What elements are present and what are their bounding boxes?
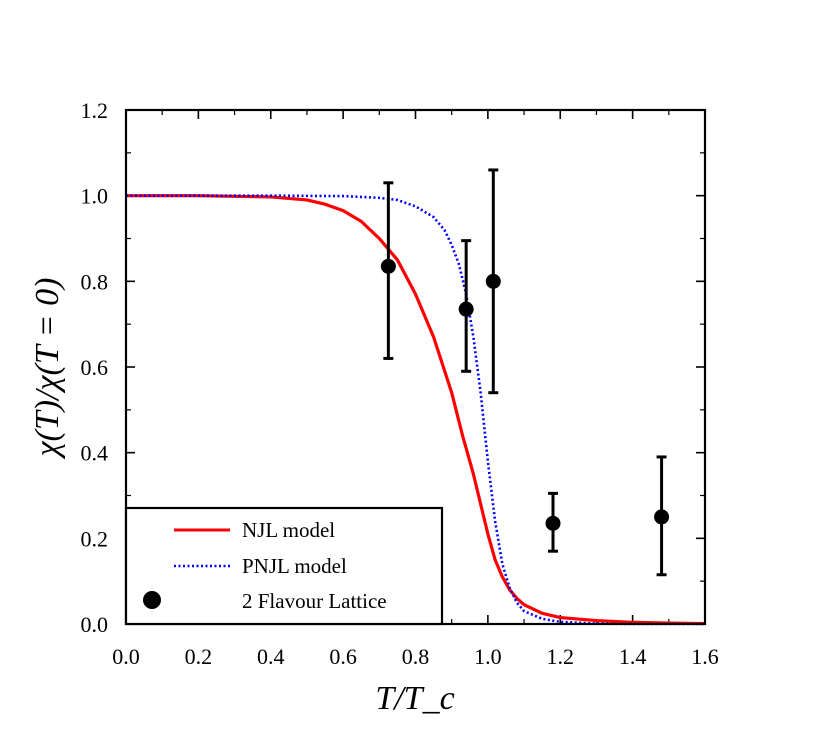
x-tick-label: 1.6 — [691, 644, 719, 669]
data-marker — [485, 273, 501, 289]
y-tick-label: 1.0 — [81, 184, 109, 209]
x-tick-label: 0.8 — [402, 644, 430, 669]
x-tick-label: 0.2 — [185, 644, 213, 669]
x-tick-label: 1.2 — [547, 644, 575, 669]
lattice-data-point — [485, 168, 501, 395]
y-tick-label: 1.2 — [81, 98, 109, 123]
x-tick-labels: 0.0 0.2 0.4 0.6 0.8 1.0 1.2 1.4 1.6 — [112, 644, 719, 669]
data-points — [380, 168, 670, 577]
lattice-data-point — [654, 455, 670, 577]
lattice-data-point — [380, 181, 396, 360]
lattice-data-point — [545, 491, 561, 553]
x-tick-label: 0.0 — [112, 644, 140, 669]
legend-marker-lattice — [143, 591, 161, 609]
y-axis-title: χ(T)/χ(T = 0) — [29, 278, 66, 460]
y-tick-labels: 0.0 0.2 0.4 0.6 0.8 1.0 1.2 — [81, 98, 109, 637]
x-tick-label: 1.4 — [619, 644, 647, 669]
pnjl-model-curve — [126, 194, 705, 626]
data-marker — [458, 301, 474, 317]
x-tick-label: 1.0 — [474, 644, 502, 669]
data-marker — [654, 509, 670, 525]
legend-label-pnjl: PNJL model — [242, 554, 347, 578]
y-tick-label: 0.6 — [81, 355, 109, 380]
legend: NJL model PNJL model 2 Flavour Lattice — [124, 506, 444, 626]
njl-model-curve — [126, 194, 706, 626]
legend-label-njl: NJL model — [242, 518, 335, 542]
x-tick-label: 0.6 — [329, 644, 357, 669]
data-marker — [380, 258, 396, 274]
data-marker — [545, 515, 561, 531]
x-axis-title: T/T_c — [375, 680, 454, 717]
curves — [126, 194, 706, 626]
lattice-data-point — [458, 239, 474, 373]
y-tick-label: 0.8 — [81, 269, 109, 294]
y-tick-label: 0.2 — [81, 526, 109, 551]
x-tick-label: 0.4 — [257, 644, 285, 669]
y-tick-label: 0.0 — [81, 612, 109, 637]
y-tick-label: 0.4 — [81, 441, 109, 466]
legend-label-lattice: 2 Flavour Lattice — [242, 589, 387, 613]
